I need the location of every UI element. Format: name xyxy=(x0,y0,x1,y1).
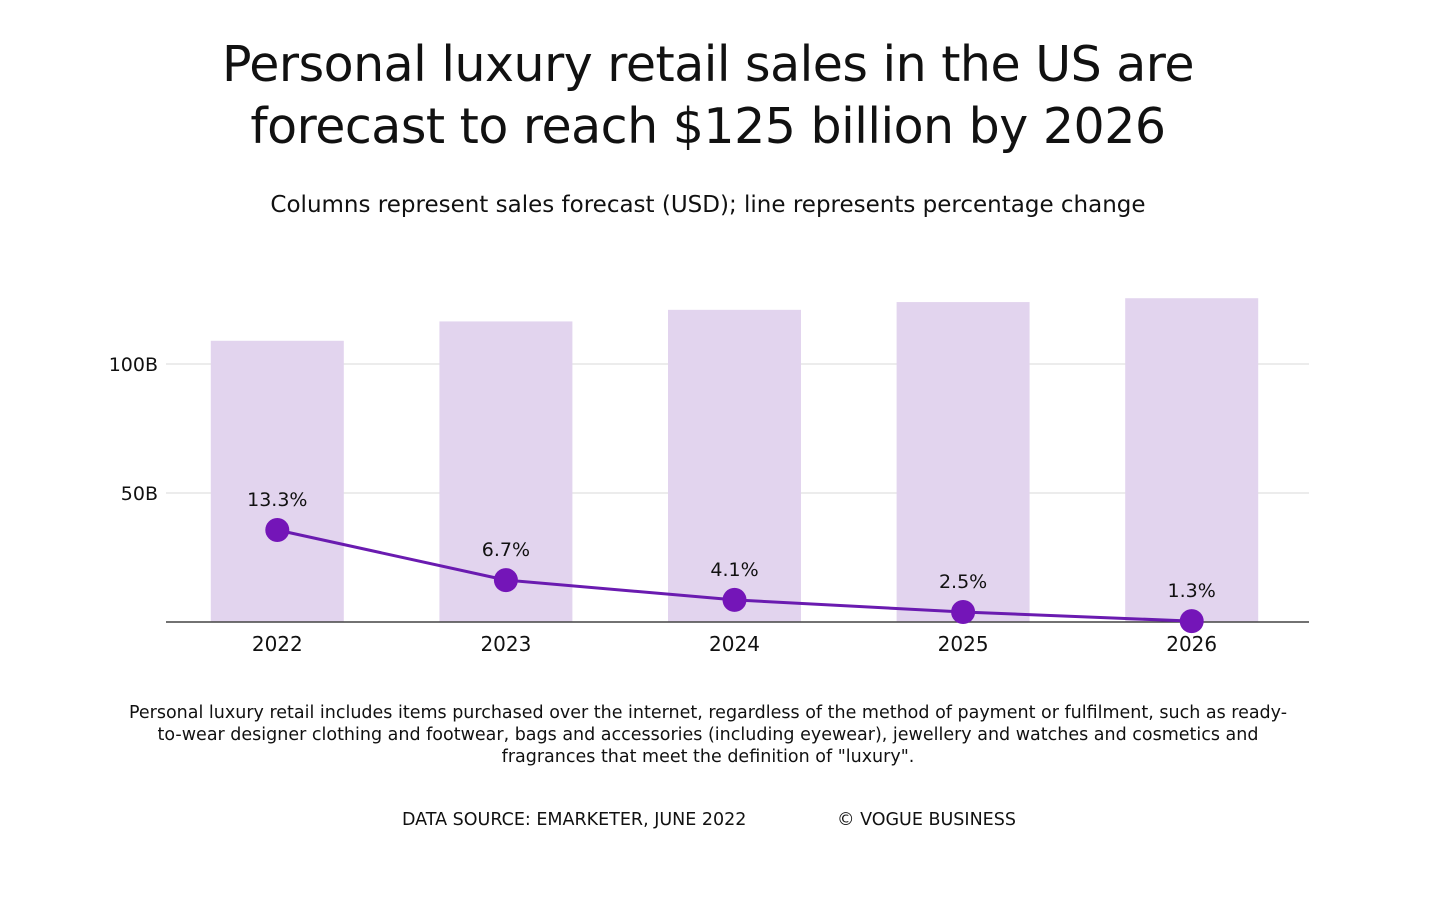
x-tick-label: 2024 xyxy=(709,632,760,656)
footnote: Personal luxury retail includes items pu… xyxy=(118,702,1298,768)
data-label: 1.3% xyxy=(1168,580,1216,602)
line-marker xyxy=(723,588,747,612)
bar xyxy=(1125,298,1258,622)
x-tick-label: 2023 xyxy=(480,632,531,656)
x-tick-label: 2026 xyxy=(1166,632,1217,656)
data-source: DATA SOURCE: EMARKETER, JUNE 2022 xyxy=(402,809,746,831)
combo-chart: 50B 100B 2022 2023 2024 2025 2026 13.3% 6.7% 4.1%… xyxy=(0,0,1456,906)
copyright-credit: © VOGUE BUSINESS xyxy=(837,809,1016,831)
data-label: 6.7% xyxy=(482,539,530,561)
x-tick-label: 2025 xyxy=(938,632,989,656)
bar xyxy=(211,341,344,622)
y-tick-label: 50B xyxy=(121,483,158,505)
line-marker xyxy=(265,518,289,542)
line-marker xyxy=(951,600,975,624)
line-marker xyxy=(1180,609,1204,633)
line-marker xyxy=(494,568,518,592)
data-label: 13.3% xyxy=(247,489,307,511)
data-label: 2.5% xyxy=(939,571,987,593)
data-label: 4.1% xyxy=(710,559,758,581)
y-tick-label: 100B xyxy=(109,354,158,376)
x-tick-label: 2022 xyxy=(252,632,303,656)
